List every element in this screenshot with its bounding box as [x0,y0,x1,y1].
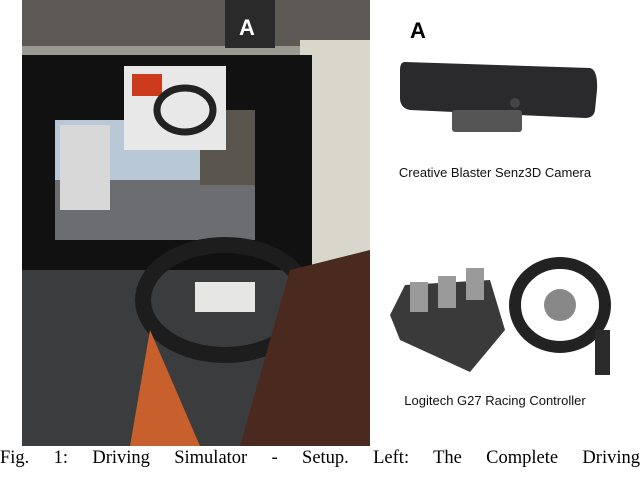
controller-image [390,257,611,375]
caption: Fig. 1: Driving Simulator - Setup. Left:… [0,448,640,468]
camera-image [400,62,598,132]
simulator-photo: A [22,0,370,446]
controller-label: Logitech G27 Racing Controller [404,393,586,408]
camera-label: Creative Blaster Senz3D Camera [399,165,592,180]
marker: A [239,15,255,40]
marker: A [410,18,426,43]
figure: A A Creative Blaster Senz3D Camera Logit… [22,0,611,446]
